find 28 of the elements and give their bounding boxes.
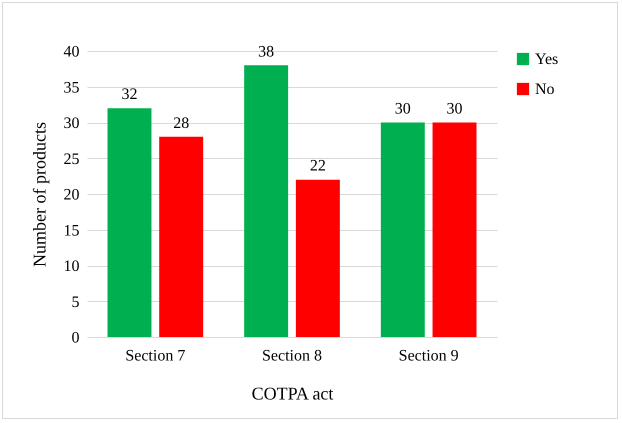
y-tick-label: 5 [72, 294, 80, 311]
x-tick-label: Section 8 [262, 348, 322, 364]
bar [244, 65, 288, 337]
y-tick-label: 10 [64, 258, 80, 275]
data-label: 30 [394, 100, 411, 118]
x-axis-title: COTPA act [252, 384, 334, 404]
bar [108, 108, 152, 337]
legend-label: No [535, 81, 555, 98]
y-tick-label: 25 [64, 150, 80, 168]
legend-label: Yes [535, 51, 558, 68]
data-label: 32 [121, 86, 138, 104]
y-tick-label: 15 [64, 222, 80, 240]
y-tick-label: 30 [64, 115, 80, 132]
data-label: 38 [258, 43, 274, 60]
bar [296, 180, 340, 337]
y-axis-title: Number of products [30, 122, 50, 267]
data-label: 22 [310, 158, 326, 175]
x-tick-label: Section 7 [125, 348, 186, 364]
bar [380, 122, 425, 337]
y-tick-label: 35 [64, 79, 80, 96]
y-tick-label: 0 [72, 330, 80, 346]
data-label: 28 [173, 114, 190, 132]
y-tick-label: 40 [64, 44, 80, 60]
y-tick-label: 20 [64, 186, 80, 204]
x-tick-label: Section 9 [398, 348, 459, 364]
bar [432, 122, 476, 337]
data-label: 30 [446, 100, 463, 118]
bar [159, 136, 204, 337]
